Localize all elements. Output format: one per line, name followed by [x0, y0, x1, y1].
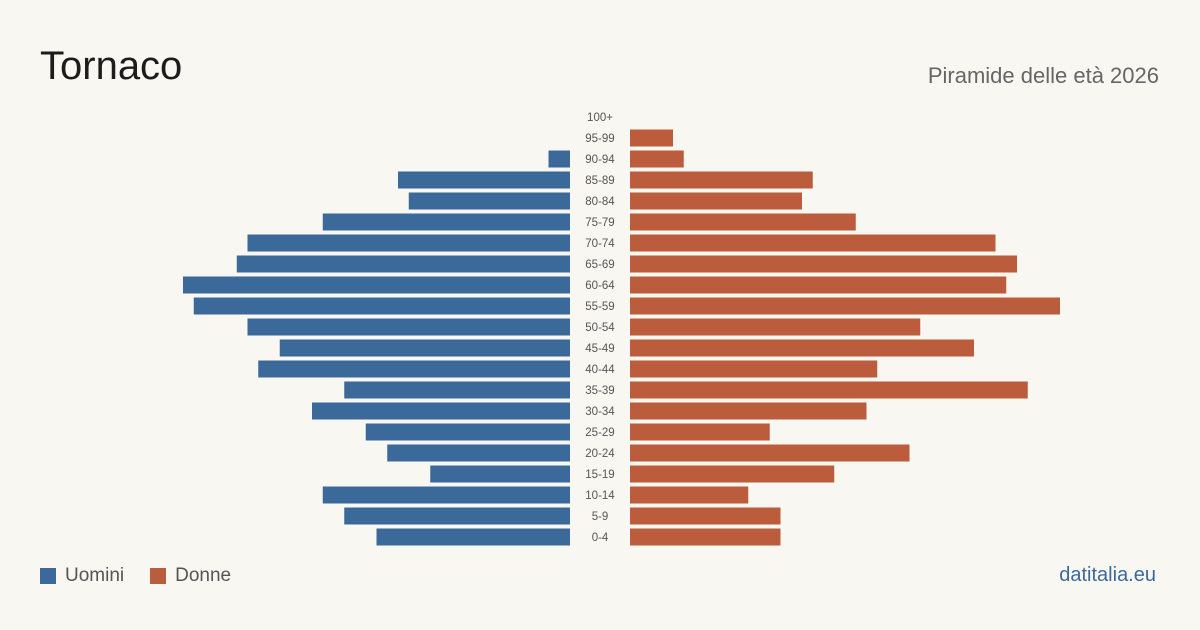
- bar-women: [630, 360, 878, 378]
- legend: Uomini Donne: [40, 565, 257, 587]
- age-label: 30-34: [585, 406, 615, 418]
- bar-women: [630, 129, 673, 147]
- bar-men: [322, 213, 570, 231]
- age-label: 65-69: [585, 259, 614, 271]
- age-label: 75-79: [585, 217, 614, 229]
- age-label: 80-84: [585, 196, 615, 208]
- bar-women: [630, 192, 802, 210]
- legend-item-women: Donne: [150, 565, 231, 587]
- bar-women: [630, 150, 684, 168]
- bar-women: [630, 255, 1017, 273]
- age-label: 25-29: [585, 427, 614, 439]
- bar-women: [630, 276, 1007, 294]
- bar-men: [236, 255, 570, 273]
- bar-women: [630, 507, 781, 525]
- age-label: 45-49: [585, 343, 614, 355]
- legend-item-men: Uomini: [40, 565, 124, 587]
- bar-men: [312, 402, 570, 420]
- bar-men: [365, 423, 570, 441]
- bar-women: [630, 213, 856, 231]
- bar-women: [630, 465, 835, 483]
- age-label: 35-39: [585, 385, 614, 397]
- age-label: 60-64: [585, 280, 615, 292]
- site-link[interactable]: datitalia.eu: [1059, 564, 1156, 586]
- legend-label-women: Donne: [175, 565, 232, 586]
- age-label: 70-74: [585, 238, 615, 250]
- age-label: 100+: [587, 112, 613, 124]
- age-label: 50-54: [585, 322, 615, 334]
- bar-women: [630, 234, 996, 252]
- bar-women: [630, 297, 1060, 315]
- age-label: 0-4: [592, 532, 609, 544]
- bar-women: [630, 444, 910, 462]
- bar-men: [387, 444, 570, 462]
- age-label: 85-89: [585, 175, 614, 187]
- bar-men: [258, 360, 570, 378]
- bar-women: [630, 171, 813, 189]
- bar-men: [548, 150, 570, 168]
- bar-men: [247, 234, 570, 252]
- bar-men: [408, 192, 570, 210]
- women-bars: [630, 129, 1060, 546]
- bar-men: [279, 339, 570, 357]
- legend-label-men: Uomini: [65, 565, 125, 586]
- bar-women: [630, 486, 749, 504]
- men-bars: [183, 150, 570, 546]
- bar-women: [630, 318, 921, 336]
- age-label: 55-59: [585, 301, 614, 313]
- bar-men: [398, 171, 570, 189]
- bar-women: [630, 339, 974, 357]
- age-label: 15-19: [585, 469, 614, 481]
- legend-swatch-women: [150, 568, 167, 584]
- age-label: 20-24: [585, 448, 615, 460]
- age-label: 95-99: [585, 133, 614, 145]
- age-label: 40-44: [585, 364, 615, 376]
- bar-men: [344, 507, 570, 525]
- chart-subtitle: Piramide delle età 2026: [927, 63, 1159, 88]
- age-label: 90-94: [585, 154, 615, 166]
- bar-men: [376, 528, 570, 546]
- bar-men: [247, 318, 570, 336]
- bar-men: [430, 465, 570, 483]
- bar-men: [322, 486, 570, 504]
- bar-women: [630, 402, 867, 420]
- age-label: 5-9: [592, 511, 609, 523]
- bar-women: [630, 381, 1028, 399]
- bar-women: [630, 528, 781, 546]
- legend-swatch-men: [40, 568, 56, 584]
- bar-men: [344, 381, 570, 399]
- age-labels: 100+ 95-99 90-94 85-89 80-84 75-79 70-74 65-69 6…: [585, 112, 615, 544]
- bar-men: [193, 297, 570, 315]
- bar-women: [630, 423, 770, 441]
- age-label: 10-14: [585, 490, 615, 502]
- bar-men: [183, 276, 570, 294]
- chart-title: Tornaco: [40, 44, 183, 88]
